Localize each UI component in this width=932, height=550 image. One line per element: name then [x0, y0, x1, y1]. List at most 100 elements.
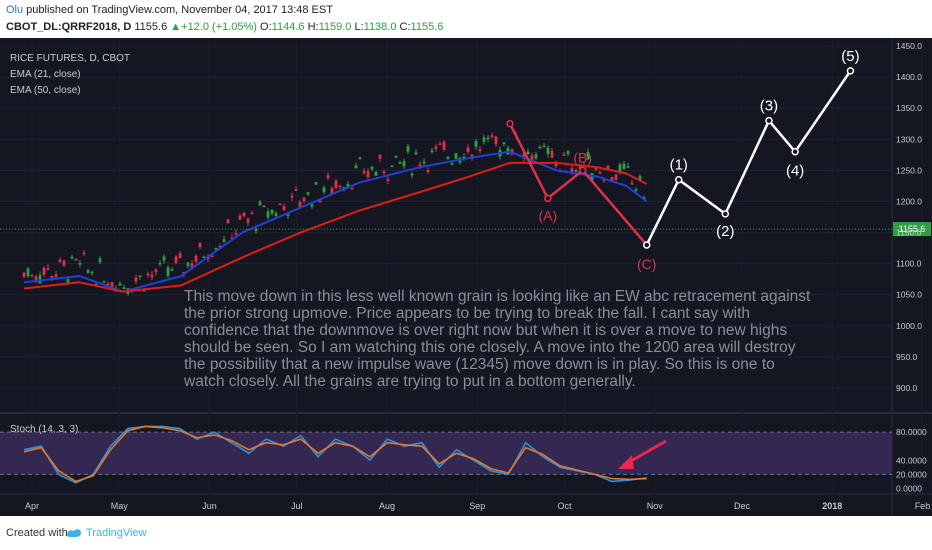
candle-body [234, 233, 238, 235]
candle-body [374, 171, 378, 176]
candle-body [450, 163, 454, 165]
author-link[interactable]: Olu [6, 4, 24, 16]
candle-body [606, 165, 610, 169]
candle-body [446, 156, 450, 159]
candle-body [310, 204, 314, 207]
annotation-line-3: confidence that the downmove is over rig… [184, 322, 787, 339]
candle-body [542, 145, 546, 148]
candle-body [486, 137, 490, 140]
time-tick-label: Oct [558, 501, 573, 511]
price-tick-label: 1150.0 [896, 228, 922, 238]
candle-body [102, 281, 106, 283]
time-axis-labels: Apr May Jun Jul Aug Sep Oct Nov Dec 2018 Feb [25, 501, 930, 511]
stoch-legend[interactable]: Stoch (14, 3, 3) [10, 424, 78, 435]
annotation-line-6: watch closely. All the grains are trying… [183, 373, 636, 390]
candle-body [266, 211, 270, 218]
close-label: C: [399, 21, 411, 33]
wave-point [765, 116, 773, 125]
candle-body [146, 273, 150, 276]
legend-ema21[interactable]: EMA (21, close) [10, 69, 81, 80]
price-tick-label: 1100.0 [896, 259, 922, 269]
tradingview-link[interactable]: TradingView [86, 527, 147, 539]
main-pane[interactable] [0, 38, 892, 413]
candle-body [170, 269, 174, 271]
chart-area[interactable]: 1155.6 (A) (B) (C) (1) (2) (3) (4) (5) R… [0, 38, 932, 516]
candle-body [330, 188, 334, 194]
wave-point [675, 175, 683, 184]
candle-body [522, 152, 526, 159]
high-label: H: [307, 21, 319, 33]
candle-body [634, 189, 638, 191]
stoch-axis-labels: 80.0000 40.0000 20.0000 0.0000 [896, 427, 927, 493]
candle-body [66, 279, 70, 283]
candle-body [202, 256, 206, 259]
candle-body [334, 180, 338, 188]
wave-label-1: (1) [670, 157, 688, 174]
candle-body [314, 182, 318, 185]
candle-body [198, 242, 202, 248]
wave-paths[interactable] [506, 67, 855, 249]
change-value: +12.0 (+1.05%) [181, 21, 257, 33]
price-axis-labels: 1450.0 1400.0 1350.0 1300.0 1250.0 1200.0 1150… [896, 41, 922, 393]
price-tick-label: 1050.0 [896, 290, 922, 300]
candle-body [586, 151, 590, 160]
candle-body [70, 256, 74, 259]
candle-body [410, 173, 414, 176]
annotation-text[interactable]: This move down in this less well known g… [183, 288, 811, 390]
wave-point [846, 67, 855, 75]
candle-body [62, 260, 66, 266]
stoch-d-line [23, 425, 647, 483]
candle-body [294, 189, 298, 191]
annotation-line-1: This move down in this less well known g… [184, 288, 811, 305]
candle-body [38, 275, 42, 284]
candle-body [262, 205, 266, 208]
candle-body [186, 262, 190, 266]
wave-point [578, 166, 587, 175]
price-axis[interactable] [892, 38, 932, 516]
candle-body [22, 272, 26, 277]
candle-body [238, 215, 242, 220]
price-tick-label: 1350.0 [896, 103, 922, 113]
candle-body [630, 182, 634, 185]
stoch-k-line [23, 425, 647, 484]
candle-body [322, 187, 326, 193]
candle-body [502, 142, 506, 144]
chart-legend[interactable]: RICE FUTURES, D, CBOT EMA (21, close) EM… [10, 53, 130, 96]
candle-body [466, 147, 470, 153]
candle-body [194, 255, 198, 262]
wave-label-3: (3) [760, 98, 778, 115]
candle-body [566, 151, 570, 154]
candle-body [350, 188, 354, 190]
open-label: O: [260, 21, 272, 33]
time-tick-label: May [111, 501, 129, 511]
wave-point [506, 119, 514, 128]
candle-body [594, 168, 598, 170]
grid-lines [0, 38, 923, 494]
candle-body [618, 164, 622, 172]
candle-body [422, 161, 426, 164]
legend-title[interactable]: RICE FUTURES, D, CBOT [10, 53, 130, 64]
time-tick-label: Dec [734, 501, 751, 511]
time-tick-label: Sep [469, 501, 485, 511]
stoch-tick-label: 20.0000 [896, 469, 927, 479]
legend-ema50[interactable]: EMA (50, close) [10, 85, 81, 96]
candle-body [370, 166, 374, 170]
candle-body [494, 136, 498, 145]
publish-info: published on TradingView.com, November 0… [23, 4, 333, 16]
chart-canvas[interactable]: 1155.6 (A) (B) (C) (1) (2) (3) (4) (5) R… [0, 38, 932, 516]
candle-body [178, 253, 182, 259]
candle-body [166, 267, 170, 276]
arrow-annotation[interactable] [618, 439, 667, 469]
open-value: 1144.6 [271, 21, 305, 33]
stoch-tick-label: 80.0000 [896, 427, 927, 437]
candle-body [98, 258, 102, 263]
candle-body [318, 200, 322, 203]
candle-body [54, 274, 58, 277]
candle-body [554, 163, 558, 167]
candle-body [46, 268, 50, 270]
candle-body [174, 256, 178, 263]
candle-body [338, 185, 342, 188]
candle-body [74, 259, 78, 261]
annotation-line-2: the prior strong upmove. Price appears t… [184, 305, 750, 322]
candle-body [258, 201, 262, 206]
